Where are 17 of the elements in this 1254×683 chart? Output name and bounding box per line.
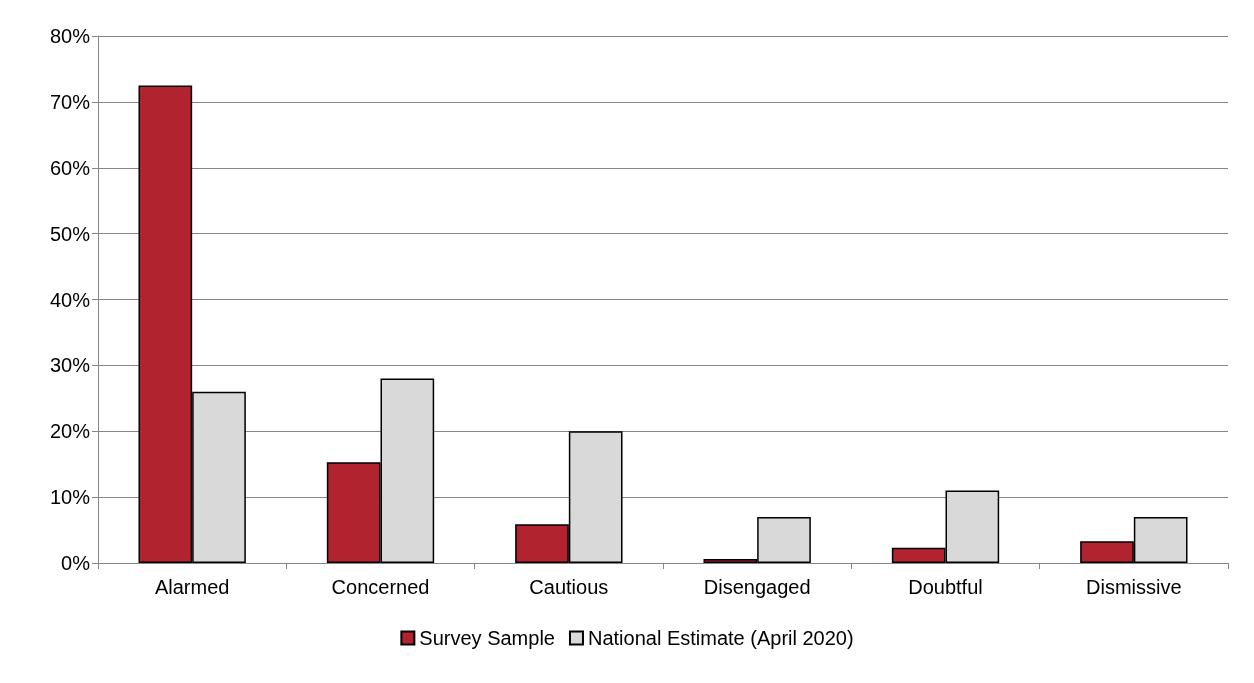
y-tick-label: 80% — [49, 25, 91, 47]
legend-label: National Estimate (April 2020) — [587, 627, 854, 649]
y-tick-label: 20% — [49, 420, 91, 443]
x-tick-label: Doubtful — [908, 576, 983, 598]
x-tick-label: Dismissive — [1086, 576, 1182, 598]
x-tick-label: Concerned — [331, 576, 430, 598]
x-tick-label: Alarmed — [154, 576, 230, 598]
y-tick-label: 30% — [49, 354, 91, 377]
y-tick-label: 0% — [61, 552, 91, 574]
y-tick-label: 10% — [49, 486, 91, 509]
x-tick-label: Cautious — [529, 576, 609, 598]
y-tick-label: 40% — [49, 288, 91, 311]
y-tick-label: 50% — [49, 222, 91, 245]
x-tick-label: Disengaged — [703, 576, 811, 598]
legend-label: Survey Sample — [419, 627, 555, 649]
y-tick-label: 70% — [49, 90, 91, 113]
y-tick-label: 60% — [49, 156, 91, 179]
